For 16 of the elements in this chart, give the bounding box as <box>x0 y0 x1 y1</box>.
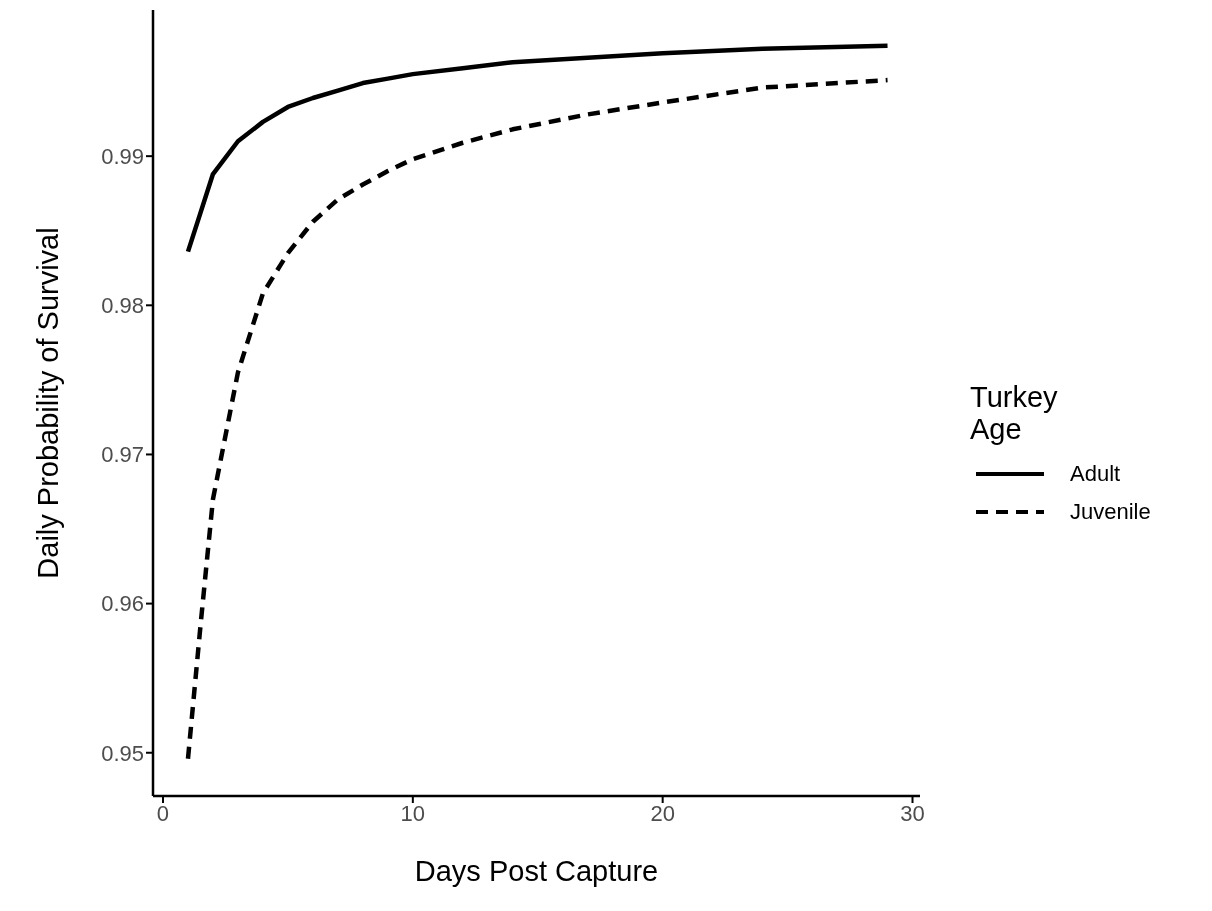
x-axis-title: Days Post Capture <box>414 855 659 887</box>
y-tick-label: 0.96 <box>101 591 144 617</box>
x-tick-label: 10 <box>400 800 426 826</box>
y-axis-title: Daily Probability of Survival <box>32 227 65 579</box>
line-series <box>185 77 890 761</box>
y-tick-label: 0.95 <box>101 740 144 766</box>
x-tick-label: 30 <box>900 800 925 826</box>
legend-label: Juvenile <box>1070 498 1151 525</box>
legend-label: Adult <box>1070 460 1121 487</box>
x-tick-label: 0 <box>156 800 170 826</box>
x-tick-label: 20 <box>650 800 675 826</box>
legend-title: Turkey Age <box>970 380 1059 445</box>
y-tick-label: 0.97 <box>101 442 144 468</box>
line-series <box>185 43 890 254</box>
y-tick-label: 0.98 <box>101 293 144 319</box>
y-tick-label: 0.99 <box>101 143 144 169</box>
